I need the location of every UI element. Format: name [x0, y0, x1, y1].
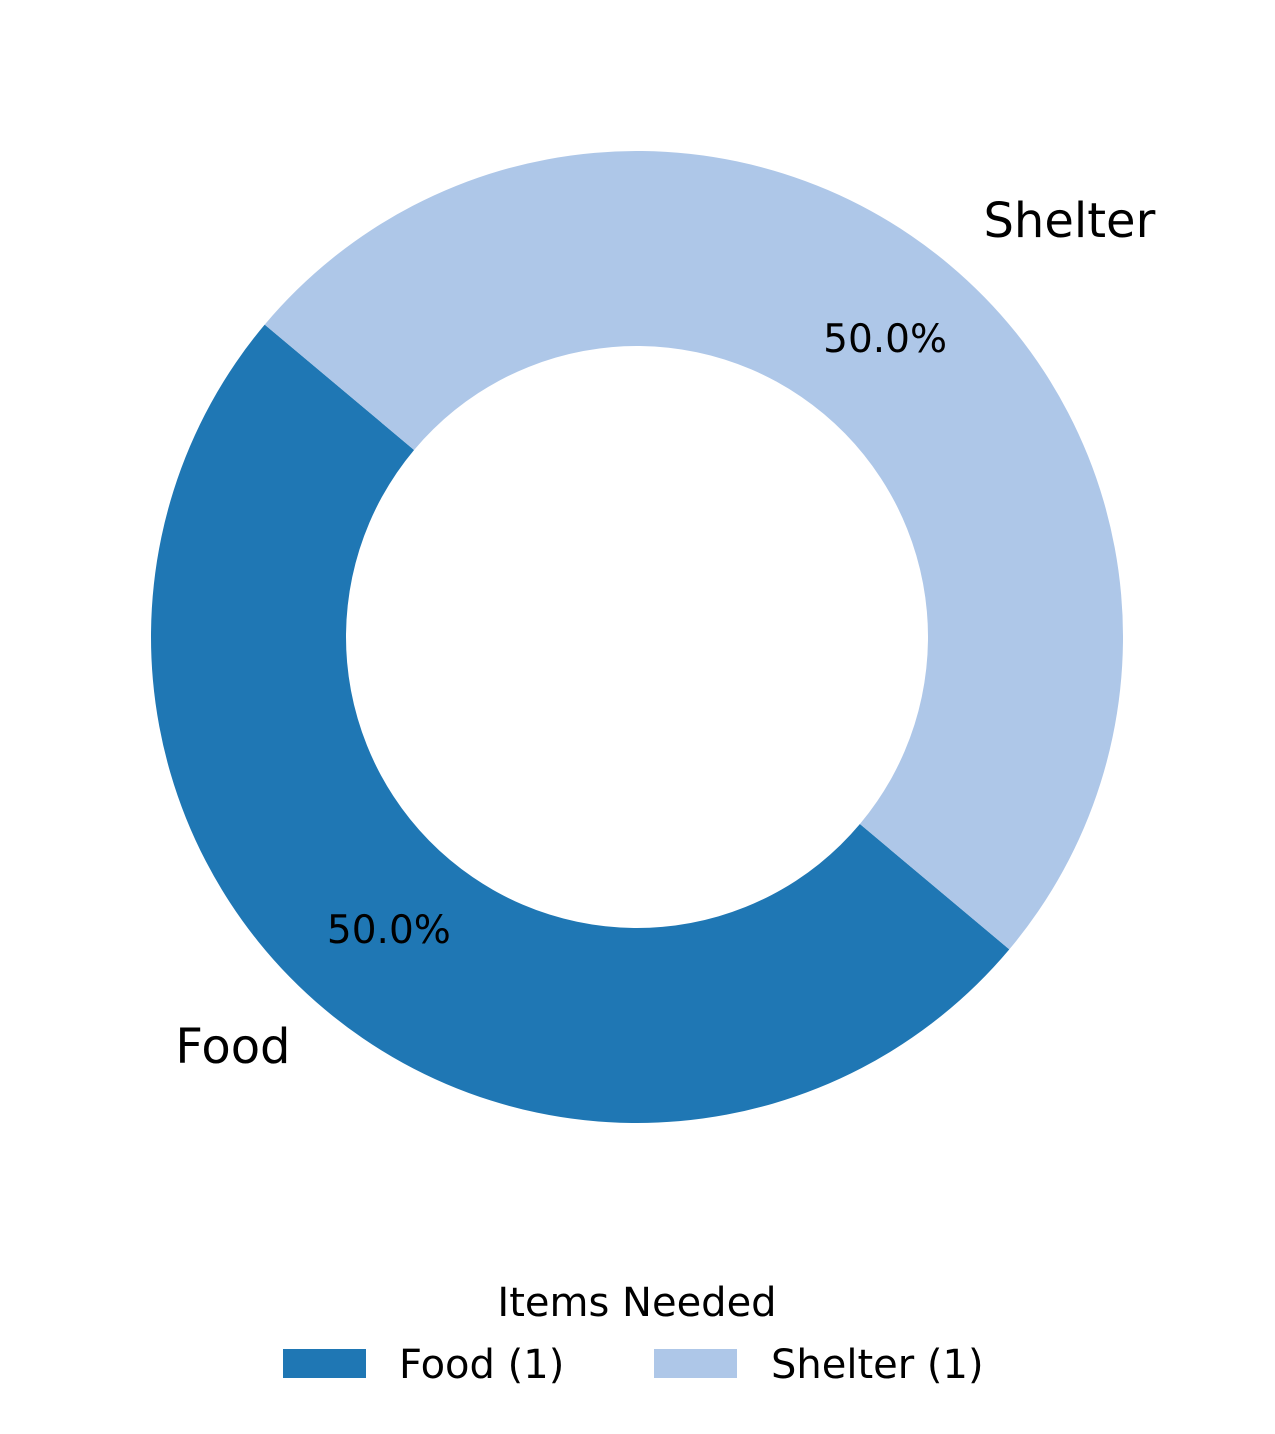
legend: Items Needed Food (1) Shelter (1)	[283, 1280, 984, 1388]
legend-entry-food: Food (1)	[399, 1342, 564, 1388]
slice-label-shelter: Shelter	[983, 193, 1155, 249]
slice-labels: Food 50.0% Shelter 50.0%	[175, 193, 1155, 1075]
percent-label-food: 50.0%	[327, 908, 451, 953]
legend-swatch-shelter	[654, 1349, 737, 1378]
percent-label-shelter: 50.0%	[823, 317, 947, 362]
slice-shelter	[264, 150, 1123, 950]
donut-slices	[151, 150, 1123, 1123]
legend-title: Items Needed	[497, 1280, 776, 1326]
slice-food	[151, 324, 1010, 1123]
legend-swatch-food	[283, 1349, 366, 1378]
slice-label-food: Food	[175, 1019, 290, 1075]
legend-entry-shelter: Shelter (1)	[771, 1342, 984, 1388]
